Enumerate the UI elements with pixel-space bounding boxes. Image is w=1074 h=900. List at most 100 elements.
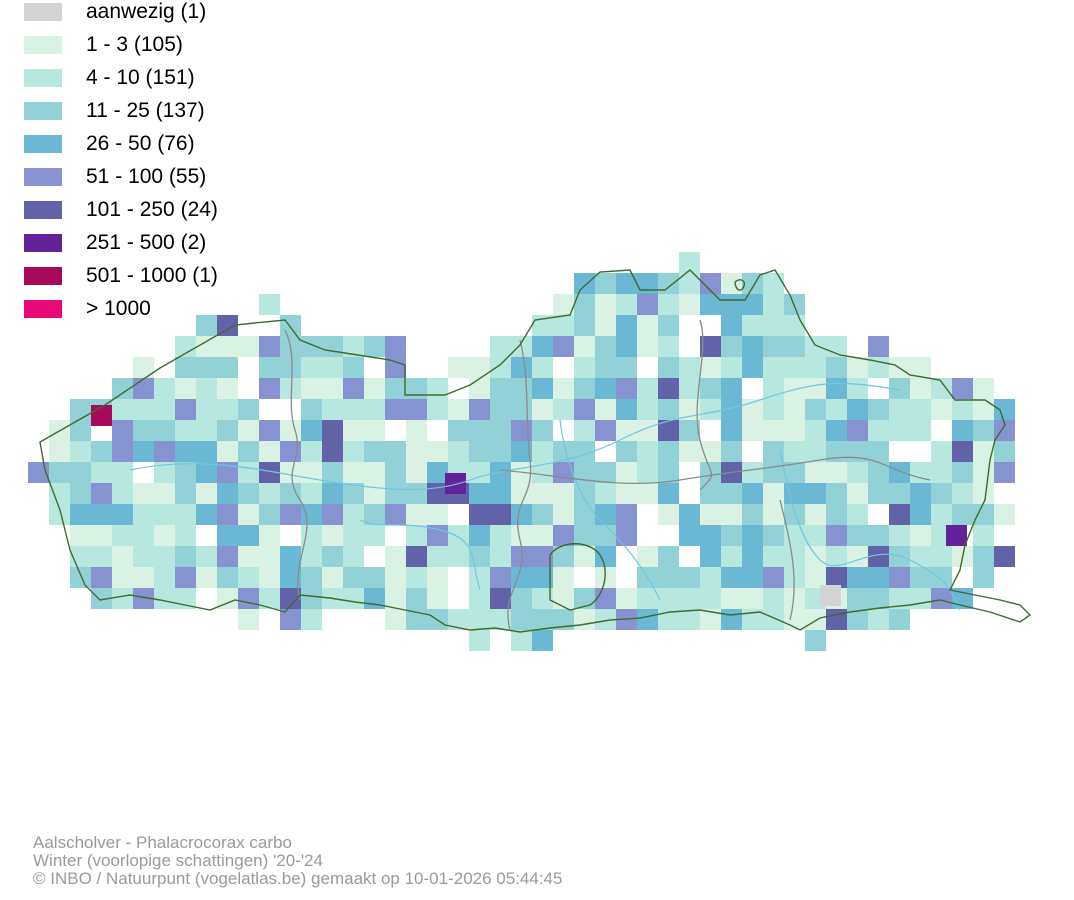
grid-cell <box>679 441 700 462</box>
grid-cell <box>553 588 574 609</box>
grid-cell <box>868 546 889 567</box>
grid-cell <box>658 399 679 420</box>
grid-cell <box>721 294 742 315</box>
grid-cell <box>763 357 784 378</box>
grid-cell <box>763 273 784 294</box>
grid-cell <box>301 441 322 462</box>
grid-cell <box>196 378 217 399</box>
legend-swatch <box>24 3 62 21</box>
grid-cell <box>469 609 490 630</box>
grid-cell <box>700 378 721 399</box>
grid-cell <box>175 546 196 567</box>
grid-cell <box>469 399 490 420</box>
grid-cell <box>658 546 679 567</box>
grid-cell <box>427 441 448 462</box>
grid-cell <box>532 420 553 441</box>
grid-cell <box>70 504 91 525</box>
grid-cell <box>469 630 490 651</box>
grid-cell <box>658 420 679 441</box>
legend-swatch <box>24 36 62 54</box>
grid-cell <box>301 483 322 504</box>
legend-label: > 1000 <box>86 297 151 320</box>
grid-cell <box>364 462 385 483</box>
grid-cell <box>805 525 826 546</box>
grid-cell <box>616 273 637 294</box>
grid-cell <box>322 567 343 588</box>
grid-cells <box>28 252 1015 651</box>
grid-cell <box>238 483 259 504</box>
grid-cell <box>532 378 553 399</box>
grid-cell <box>616 378 637 399</box>
grid-cell <box>175 483 196 504</box>
grid-cell <box>511 357 532 378</box>
grid-cell <box>343 336 364 357</box>
grid-cell <box>217 357 238 378</box>
grid-cell <box>553 336 574 357</box>
grid-cell <box>763 441 784 462</box>
grid-cell <box>700 294 721 315</box>
grid-cell <box>259 357 280 378</box>
grid-cell <box>637 546 658 567</box>
grid-cell <box>574 462 595 483</box>
grid-cell <box>931 546 952 567</box>
grid-cell <box>154 483 175 504</box>
grid-cell <box>595 588 616 609</box>
grid-cell <box>280 357 301 378</box>
grid-cell <box>931 441 952 462</box>
grid-cell <box>784 504 805 525</box>
grid-cell <box>133 399 154 420</box>
grid-cell <box>70 441 91 462</box>
grid-cell <box>175 336 196 357</box>
grid-cell <box>364 504 385 525</box>
grid-cell <box>721 273 742 294</box>
grid-cell <box>973 441 994 462</box>
grid-cell <box>322 483 343 504</box>
grid-cell <box>532 399 553 420</box>
grid-cell <box>112 588 133 609</box>
grid-cell <box>154 441 175 462</box>
grid-cell <box>406 525 427 546</box>
grid-cell <box>49 483 70 504</box>
grid-cell <box>763 483 784 504</box>
region-outline <box>39 269 1032 633</box>
grid-cell <box>616 441 637 462</box>
grid-cell <box>217 504 238 525</box>
grid-cell-highlight <box>91 405 112 426</box>
province-border <box>284 329 308 601</box>
grid-cell <box>385 504 406 525</box>
grid-cell <box>910 588 931 609</box>
grid-cell <box>322 441 343 462</box>
grid-cell <box>154 378 175 399</box>
grid-cell <box>91 441 112 462</box>
grid-cell <box>469 525 490 546</box>
grid-cell <box>595 378 616 399</box>
grid-cell <box>490 588 511 609</box>
grid-cell <box>553 504 574 525</box>
credits: Aalscholver - Phalacrocorax carbo Winter… <box>33 834 562 888</box>
grid-cell <box>868 420 889 441</box>
grid-cell <box>322 336 343 357</box>
grid-cell <box>763 315 784 336</box>
grid-cell <box>301 546 322 567</box>
grid-cell <box>952 441 973 462</box>
grid-cell <box>553 378 574 399</box>
grid-cell <box>154 504 175 525</box>
grid-cell <box>28 462 49 483</box>
grid-cell <box>280 567 301 588</box>
grid-cell <box>322 378 343 399</box>
grid-cell <box>595 294 616 315</box>
grid-cell <box>595 462 616 483</box>
grid-cell <box>973 546 994 567</box>
grid-cell <box>847 399 868 420</box>
grid-cell <box>679 273 700 294</box>
grid-cell <box>280 462 301 483</box>
grid-cell <box>427 504 448 525</box>
grid-cell <box>70 525 91 546</box>
grid-cell <box>721 609 742 630</box>
grid-cell <box>385 378 406 399</box>
grid-cell <box>385 546 406 567</box>
grid-cell <box>532 609 553 630</box>
grid-cell <box>385 567 406 588</box>
grid-cell <box>574 525 595 546</box>
grid-cell <box>574 420 595 441</box>
